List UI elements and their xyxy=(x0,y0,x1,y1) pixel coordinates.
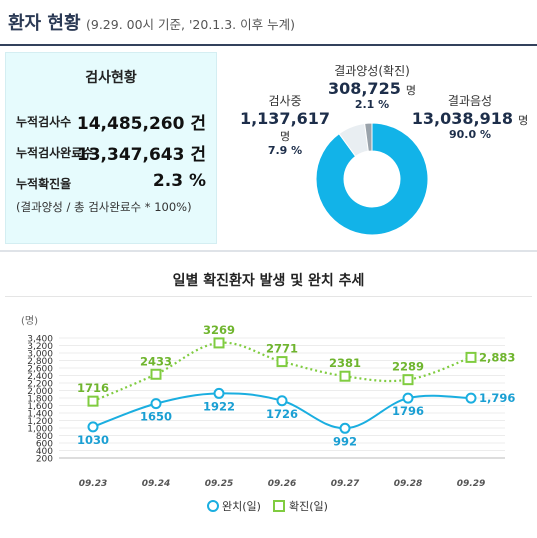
section-divider xyxy=(0,250,537,252)
test-summary-title: 검사현황 xyxy=(85,70,137,86)
trend-chart-section: 일별 확진환자 발생 및 완치 추세 (명) 3,400 3,200 3,000 2,8… xyxy=(5,258,532,536)
y-tick-label: 2,400 xyxy=(27,372,53,382)
y-tick-label: 2,000 xyxy=(27,387,53,397)
confirmed-point xyxy=(87,395,99,407)
confirmed-data-label: 1716 xyxy=(77,381,109,395)
y-tick-label: 600 xyxy=(36,440,53,450)
recovered-data-label: 1726 xyxy=(266,407,298,421)
chart-title: 일별 확진환자 발생 및 완치 추세 xyxy=(172,273,365,289)
confirmed-point xyxy=(150,368,162,380)
recovered-point xyxy=(339,422,351,434)
line-chart: (명)3,4003,2003,0002,8002,6002,4002,2002,… xyxy=(21,315,515,513)
positive-label-block: 결과양성(확진) 308,725 명 2.1 % xyxy=(312,62,432,111)
positive-rate-label: 누적확진율 xyxy=(16,177,72,191)
page-title: 환자 현황 xyxy=(8,13,81,34)
testing-label-block: 검사중 1,137,617 명 7.9 % xyxy=(230,92,340,157)
donut-slice-positive xyxy=(364,122,373,152)
completed-tests-label: 누적검사완료수 xyxy=(16,146,94,160)
x-tick-label: 09.28 xyxy=(394,479,422,489)
positive-rate-note: (결과양성 / 총 검사완료수 * 100%) xyxy=(16,200,192,214)
recovered-data-label: 1650 xyxy=(140,410,172,424)
testing-value: 1,137,617 xyxy=(239,109,331,128)
y-tick-label: 1,800 xyxy=(27,395,53,405)
recovered-data-label: 1,796 xyxy=(479,391,515,405)
y-tick-label: 1,200 xyxy=(27,417,53,427)
positive-rate-value: 2.3 % xyxy=(152,171,206,191)
positive-unit: 명 xyxy=(405,84,417,97)
donut-slice-negative xyxy=(315,122,429,236)
chart-title-underline xyxy=(5,296,532,297)
testing-name: 검사중 xyxy=(268,94,302,108)
negative-pct: 90.0 % xyxy=(449,128,491,141)
result-donut-panel: 결과양성(확진) 308,725 명 2.1 % 검사중 1,137,617 명… xyxy=(220,52,532,242)
negative-name: 결과음성 xyxy=(447,94,493,108)
x-tick-label: 09.29 xyxy=(457,479,485,489)
y-tick-label: 1,400 xyxy=(27,410,53,420)
y-tick-label: 3,200 xyxy=(27,342,53,352)
confirmed-point xyxy=(402,374,414,386)
confirmed-data-label: 2289 xyxy=(392,360,424,374)
y-tick-label: 1,600 xyxy=(27,402,53,412)
confirmed-point xyxy=(213,337,225,349)
x-tick-label: 09.25 xyxy=(205,479,233,489)
recovered-data-label: 1922 xyxy=(203,399,235,413)
y-tick-label: 400 xyxy=(36,447,53,457)
recovered-point xyxy=(213,387,225,399)
legend-confirmed-label: 확진(일) xyxy=(289,499,328,513)
completed-tests-value: 13,347,643 건 xyxy=(76,145,206,165)
negative-label-block: 결과음성 13,038,918 명 90.0 % xyxy=(410,92,530,141)
page-header: 환자 현황 (9.29. 00시 기준, '20.1.3. 이후 누계) xyxy=(0,0,537,46)
legend-recovered-label: 완치(일) xyxy=(222,499,261,513)
y-tick-label: 2,200 xyxy=(27,380,53,390)
recovered-data-label: 1796 xyxy=(392,404,424,418)
y-tick-label: 3,000 xyxy=(27,350,53,360)
recovered-point xyxy=(276,395,288,407)
testing-unit: 명 xyxy=(279,130,291,143)
confirmed-data-label: 2381 xyxy=(329,356,361,370)
page-subtitle: (9.29. 00시 기준, '20.1.3. 이후 누계) xyxy=(86,17,295,32)
recovered-point xyxy=(150,398,162,410)
legend-confirmed-marker xyxy=(273,500,285,512)
confirmed-data-label: 2771 xyxy=(266,342,298,356)
x-tick-label: 09.24 xyxy=(142,479,170,489)
recovered-point xyxy=(465,392,477,404)
positive-name: 결과양성(확진) xyxy=(334,64,410,78)
recovered-data-label: 992 xyxy=(333,434,357,448)
donut-chart xyxy=(315,122,429,236)
confirmed-point xyxy=(465,351,477,363)
positive-value: 308,725 xyxy=(327,79,401,98)
negative-unit: 명 xyxy=(518,114,529,127)
test-summary-panel: 검사현황 누적검사수 14,485,260 건 누적검사완료수 13,347,6… xyxy=(5,52,217,244)
x-tick-label: 09.27 xyxy=(331,479,360,489)
x-tick-label: 09.23 xyxy=(79,479,107,489)
y-tick-label: 3,400 xyxy=(27,335,53,345)
confirmed-data-label: 2,883 xyxy=(479,350,515,364)
y-tick-label: 2,800 xyxy=(27,357,53,367)
negative-value: 13,038,918 xyxy=(411,109,513,128)
recovered-point xyxy=(87,421,99,433)
total-tests-value: 14,485,260 건 xyxy=(76,114,206,134)
positive-pct: 2.1 % xyxy=(354,98,390,111)
recovered-point xyxy=(402,392,414,404)
confirmed-point xyxy=(276,356,288,368)
confirmed-data-label: 2433 xyxy=(140,354,172,368)
y-tick-label: 200 xyxy=(36,455,53,465)
confirmed-point xyxy=(339,370,351,382)
x-tick-label: 09.26 xyxy=(268,479,296,489)
recovered-data-label: 1030 xyxy=(77,433,109,447)
legend-recovered-marker xyxy=(207,500,219,512)
testing-pct: 7.9 % xyxy=(267,144,303,157)
y-tick-label: 1,000 xyxy=(27,425,53,435)
y-tick-label: 2,600 xyxy=(27,365,53,375)
y-axis-label: (명) xyxy=(21,315,38,327)
total-tests-label: 누적검사수 xyxy=(16,115,72,129)
confirmed-data-label: 3269 xyxy=(203,323,235,337)
y-tick-label: 800 xyxy=(36,432,53,442)
